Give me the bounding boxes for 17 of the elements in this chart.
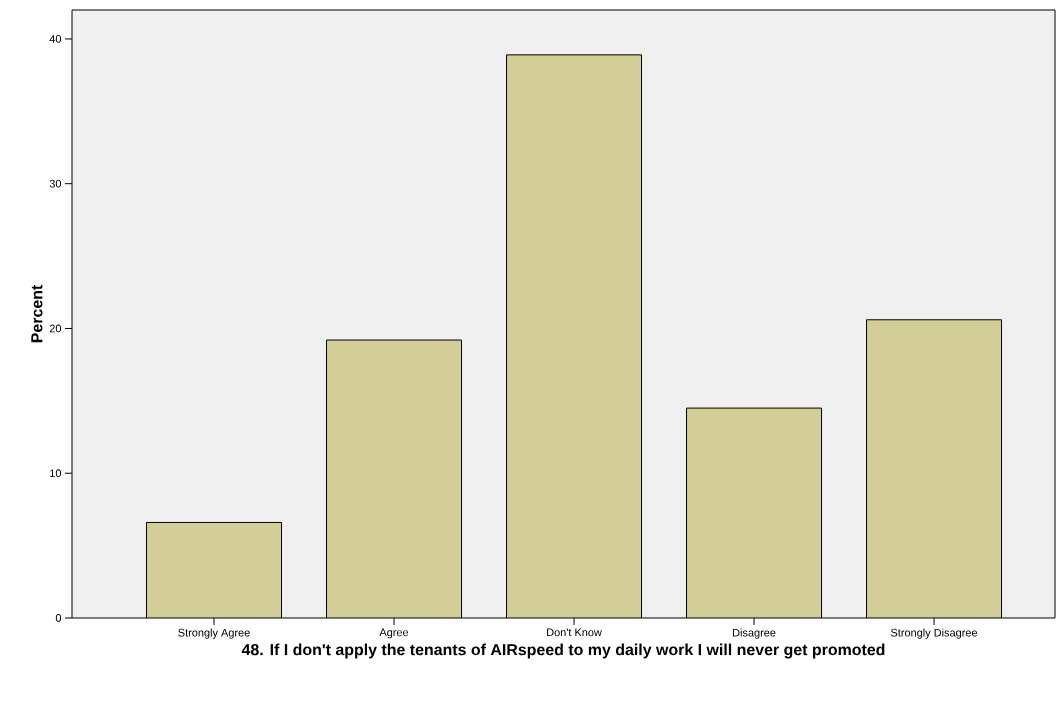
y-tick-label: 20: [49, 324, 62, 333]
x-axis-title: 48. If I don't apply the tenants of AIRspeed to my daily work I will never get promoted: [241, 643, 885, 659]
bar: [686, 407, 823, 618]
y-axis-title: Percent: [31, 284, 43, 343]
y-tick-label: 40: [49, 35, 62, 43]
bar: [326, 340, 462, 618]
y-tick-label: 10: [50, 469, 62, 478]
x-tick-label: Disagree: [733, 628, 776, 639]
y-tick-label: 30: [49, 179, 62, 188]
bar: [506, 54, 643, 618]
bar: [146, 521, 283, 618]
x-tick-label: Agree: [379, 628, 409, 639]
y-tick-label: 0: [55, 614, 62, 622]
x-tick-label: Don't Know: [547, 628, 602, 637]
bar: [866, 319, 1003, 618]
x-tick-label: Strongly Agree: [178, 628, 250, 639]
x-tick-label: Strongly Disagree: [890, 628, 978, 639]
